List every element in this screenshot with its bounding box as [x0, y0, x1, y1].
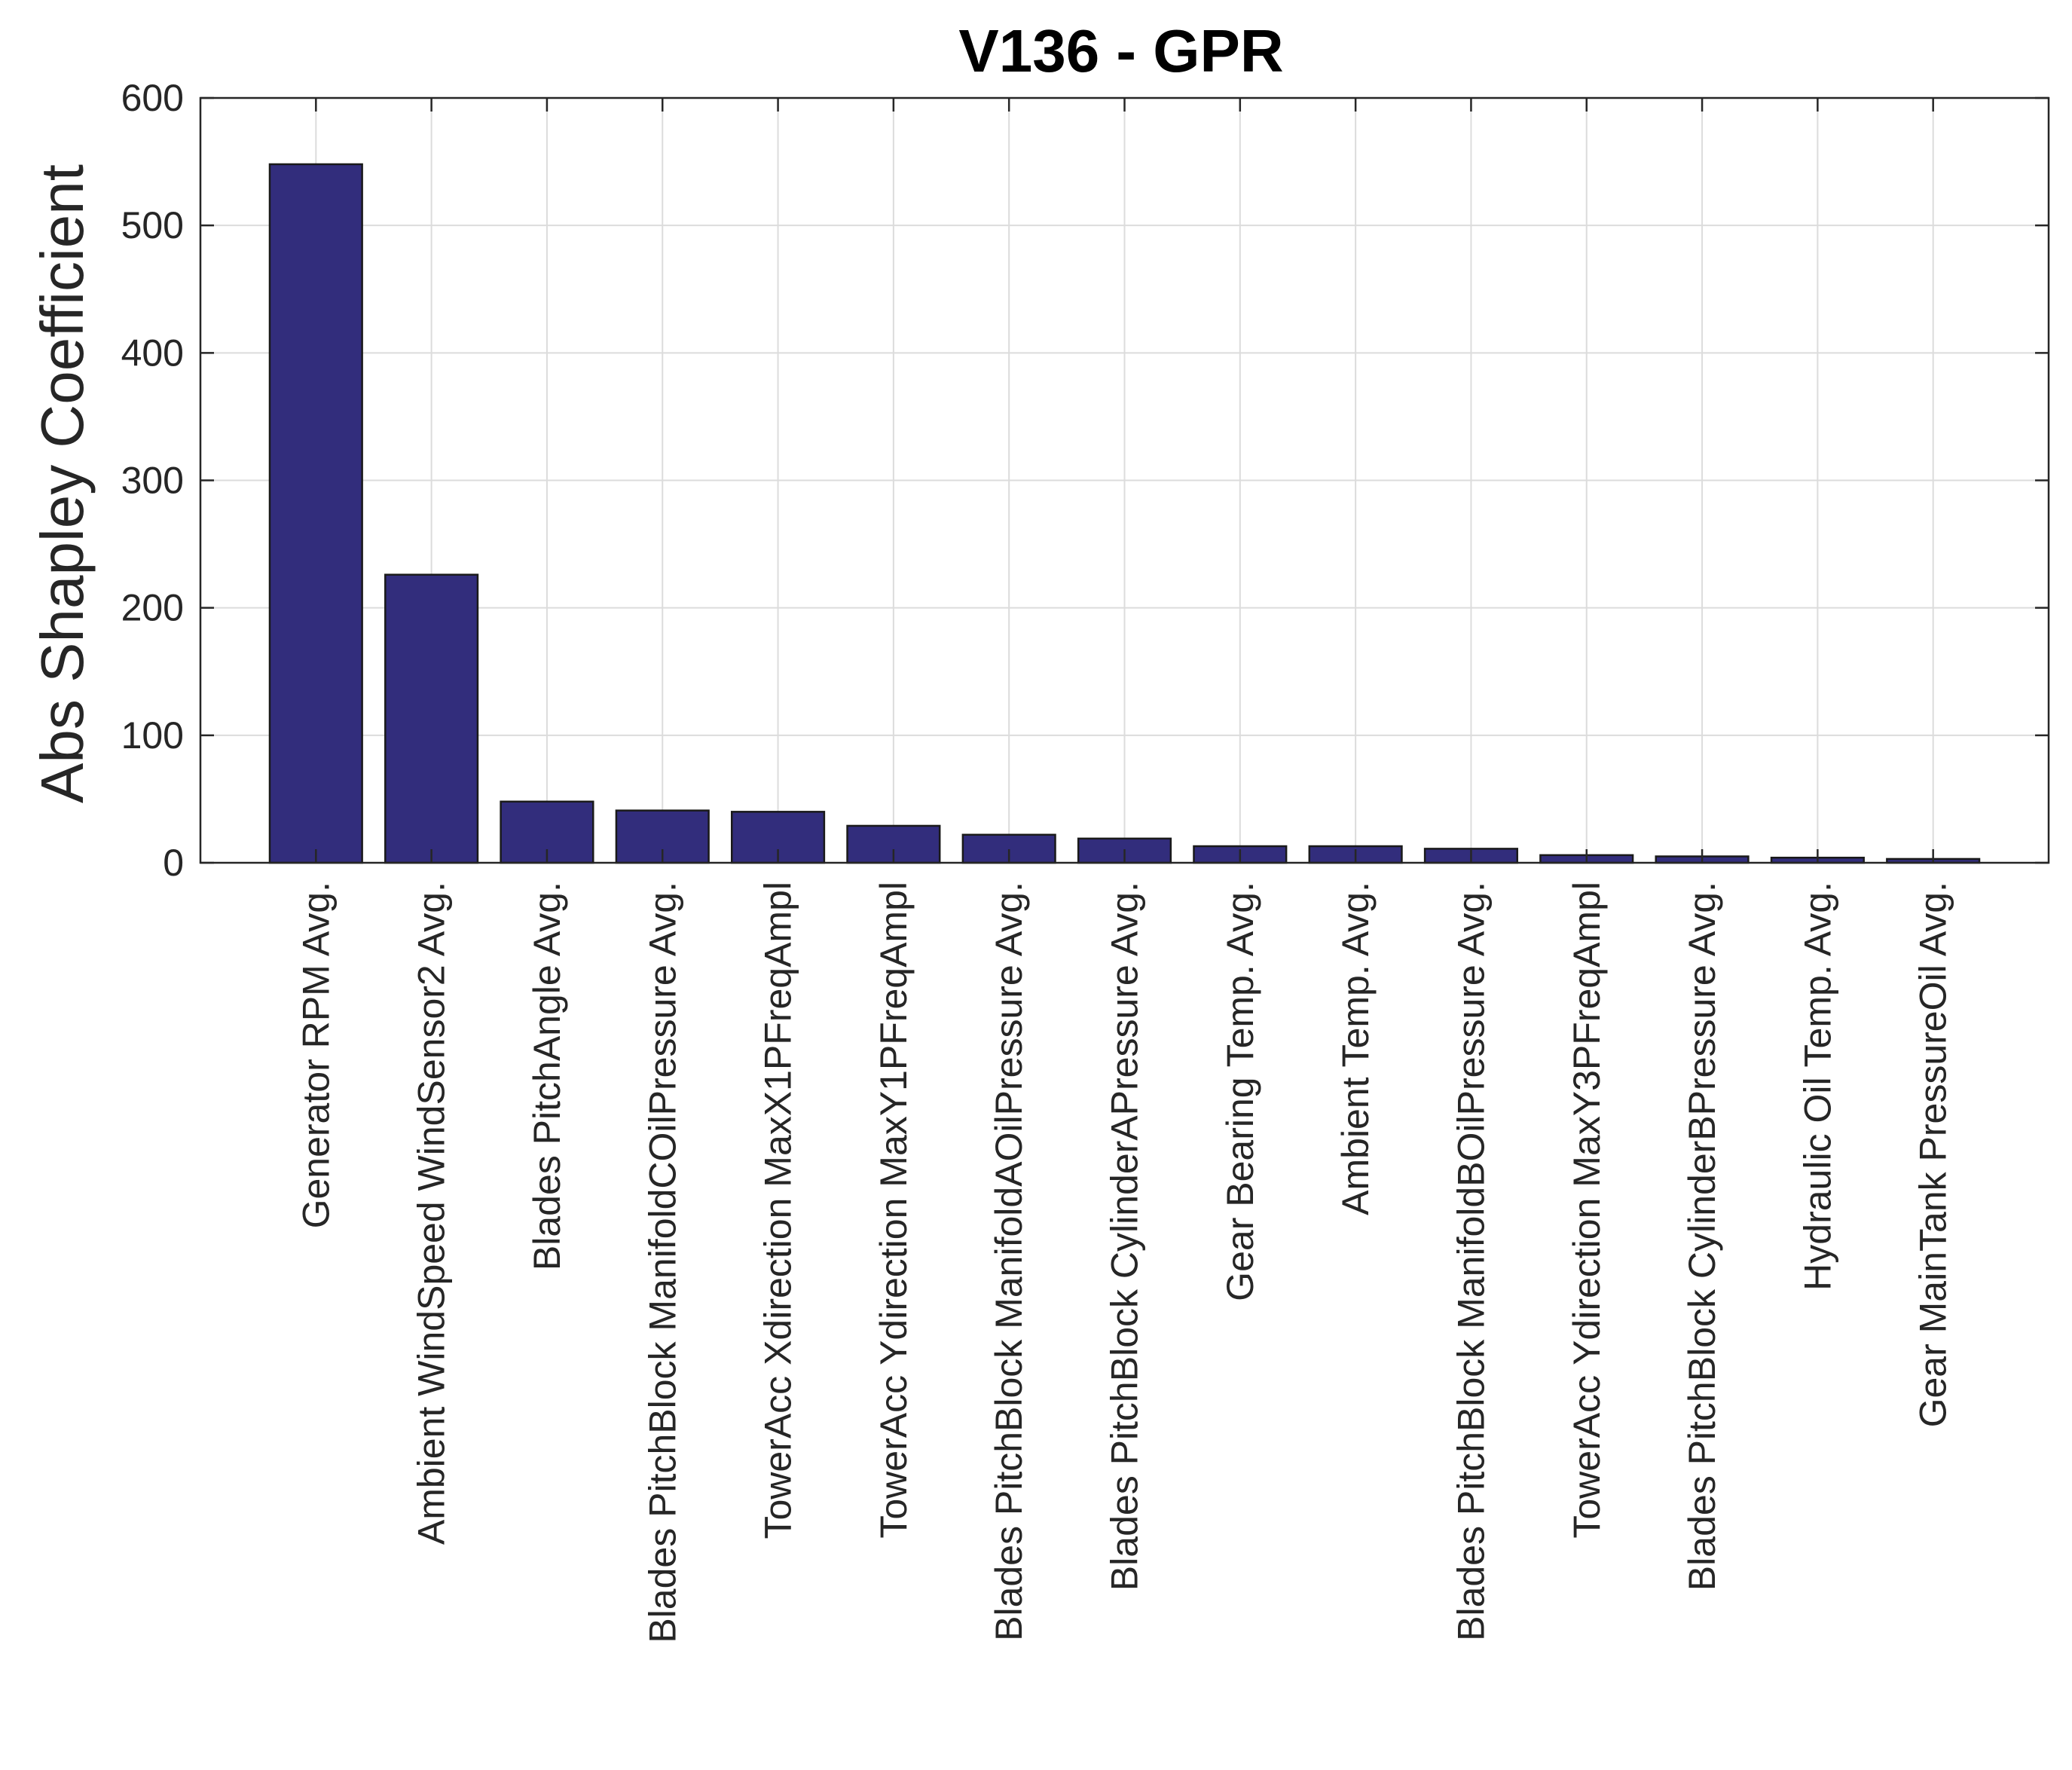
y-tick-label: 100	[121, 714, 184, 757]
x-category-label: TowerAcc Xdirection MaxX1PFreqAmpl	[757, 882, 799, 1539]
x-category-label: TowerAcc Ydirection MaxY3PFreqAmpl	[1566, 882, 1608, 1539]
x-category-label: Gear MainTank PressureOil Avg.	[1912, 882, 1954, 1427]
axes	[199, 96, 2050, 864]
x-category-label: Blades PitchBlock ManifoldCOilPressure A…	[641, 882, 683, 1643]
y-tick-label: 600	[121, 77, 184, 119]
x-category-label: Blades PitchBlock CylinderBPressure Avg.	[1681, 882, 1723, 1591]
y-axis-label: Abs Shapley Coefficient	[29, 164, 96, 803]
y-tick-label: 500	[121, 204, 184, 246]
bar	[268, 163, 363, 864]
grid-lines	[200, 97, 2049, 864]
bar	[384, 573, 479, 864]
x-category-label: Ambient WindSpeed WindSensor2 Avg.	[411, 882, 453, 1545]
x-category-label: Blades PitchBlock CylinderAPressure Avg.	[1104, 882, 1146, 1591]
y-tick-labels: 0 100 200 300 400 500 600	[121, 77, 184, 884]
x-category-label: TowerAcc Ydirection MaxY1PFreqAmpl	[873, 882, 915, 1539]
x-category-label: Blades PitchBlock ManifoldBOilPressure A…	[1450, 882, 1492, 1641]
x-category-label: Gear Bearing Temp. Avg.	[1219, 882, 1261, 1301]
chart-title: V136 - GPR	[958, 17, 1283, 84]
x-category-label: Blades PitchAngle Avg.	[526, 882, 568, 1270]
x-category-labels: Generator RPM Avg. Ambient WindSpeed Wind…	[295, 882, 1954, 1643]
y-tick-label: 0	[163, 842, 184, 884]
y-tick-label: 300	[121, 460, 184, 502]
x-category-label: Generator RPM Avg.	[295, 882, 337, 1228]
x-category-label: Ambient Temp. Avg.	[1334, 882, 1377, 1215]
bars	[268, 163, 1981, 864]
x-category-label: Blades PitchBlock ManifoldAOilPressure A…	[988, 882, 1030, 1641]
x-category-label: Hydraulic Oil Temp. Avg.	[1796, 882, 1838, 1291]
y-tick-label: 200	[121, 587, 184, 629]
y-tick-label: 400	[121, 332, 184, 374]
